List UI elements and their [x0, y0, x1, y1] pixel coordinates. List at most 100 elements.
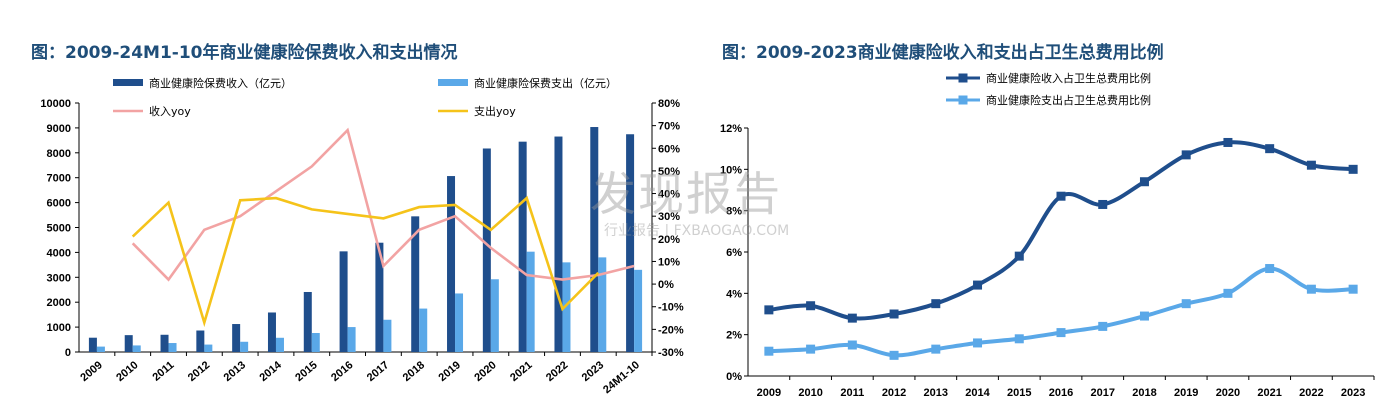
bar-expense	[96, 346, 105, 352]
point-expense-ratio	[1014, 334, 1024, 344]
bar-expense	[311, 333, 320, 352]
left-tick-label: 1000	[47, 322, 71, 334]
bar-income	[554, 136, 563, 352]
bar-expense	[419, 308, 428, 352]
left-tick-label: 10000	[40, 98, 71, 110]
bar-expense	[132, 345, 141, 352]
right-tick-label: 40%	[658, 189, 680, 201]
right-tick-label: 30%	[658, 211, 680, 223]
point-expense-ratio	[1223, 288, 1233, 298]
left-tick-label: 6000	[47, 198, 71, 210]
point-income-ratio	[889, 309, 899, 319]
bar-income	[124, 335, 133, 352]
point-income-ratio	[931, 299, 941, 309]
chart1-svg: 0 1000 2000 3000 4000 5000 6000 7000 8000 9000 100…	[40, 76, 684, 396]
y-tick-label: 8%	[726, 206, 742, 218]
point-expense-ratio	[847, 340, 857, 350]
y-tick-label: 0%	[726, 371, 742, 383]
bar-income	[375, 242, 384, 352]
y-tick-label: 12%	[720, 123, 742, 135]
bar-expense	[347, 327, 356, 352]
point-expense-ratio	[764, 346, 774, 356]
point-income-ratio	[1056, 191, 1066, 201]
right-tick-label: 10%	[658, 256, 680, 268]
legend-label: 商业健康险保费支出（亿元）	[474, 76, 617, 90]
legend-swatch	[438, 79, 468, 86]
line-income-yoy	[131, 127, 635, 282]
bar-income	[518, 141, 527, 352]
bar-income	[626, 134, 635, 352]
watermark-text: 发现报告	[590, 167, 782, 221]
bar-expense	[168, 343, 177, 352]
x-tick-label: 2013	[924, 387, 948, 399]
bar-expense	[634, 269, 643, 352]
right-tick-label: 0%	[658, 279, 674, 291]
point-income-ratio	[973, 280, 983, 290]
left-tick-label: 8000	[47, 148, 71, 160]
point-income-ratio	[1098, 199, 1108, 209]
legend-label: 收入yoy	[149, 104, 191, 118]
bar-income	[160, 334, 169, 352]
point-expense-ratio	[806, 344, 816, 354]
bar-income	[482, 148, 491, 352]
point-expense-ratio	[1348, 284, 1358, 294]
x-tick-label: 2019	[1174, 387, 1198, 399]
point-income-ratio	[1306, 160, 1316, 170]
point-expense-ratio	[1098, 321, 1108, 331]
legend-swatch	[113, 79, 143, 86]
bar-expense	[204, 344, 213, 352]
right-tick-label: -30%	[658, 347, 684, 359]
left-tick-label: 7000	[47, 173, 71, 185]
bar-expense	[240, 341, 249, 352]
right-tick-label: 80%	[658, 98, 680, 110]
bar-expense	[526, 251, 535, 352]
point-expense-ratio	[889, 350, 899, 360]
point-expense-ratio	[973, 338, 983, 348]
x-tick-label: 2009	[757, 387, 781, 399]
bar-expense	[562, 262, 571, 352]
bar-income	[590, 127, 599, 352]
point-income-ratio	[1265, 144, 1275, 154]
right-tick-label: 50%	[658, 166, 680, 178]
chart2-title: 图：2009-2023商业健康险收入和支出占卫生总费用比例	[722, 43, 1164, 63]
bar-income	[267, 312, 276, 352]
legend-marker	[958, 95, 968, 105]
x-tick-label: 2015	[1007, 387, 1031, 399]
line-expense-yoy	[131, 195, 600, 328]
line-income-ratio	[768, 140, 1354, 321]
point-expense-ratio	[1265, 264, 1275, 274]
y-tick-label: 6%	[726, 247, 742, 259]
point-income-ratio	[1181, 150, 1191, 160]
point-income-ratio	[1014, 251, 1024, 261]
bar-expense	[455, 293, 464, 352]
x-tick-label: 2016	[1049, 387, 1073, 399]
x-tick-label: 2021	[1257, 387, 1281, 399]
bar-income	[339, 251, 348, 352]
legend-marker	[958, 73, 968, 83]
chart1-title: 图：2009-24M1-10年商业健康险保费收入和支出情况	[31, 43, 458, 63]
bar-income	[411, 216, 420, 352]
x-tick-label: 2017	[1090, 387, 1114, 399]
legend-label: 商业健康险支出占卫生总费用比例	[986, 93, 1151, 107]
right-tick-label: 20%	[658, 234, 680, 246]
x-tick-label: 2020	[1216, 387, 1240, 399]
bar-income	[88, 337, 97, 352]
legend-label: 支出yoy	[474, 104, 516, 118]
x-tick-label: 2011	[840, 387, 864, 399]
right-tick-label: -20%	[658, 324, 684, 336]
x-tick-label: 2010	[798, 387, 822, 399]
right-tick-label: 60%	[658, 143, 680, 155]
point-expense-ratio	[1056, 328, 1066, 338]
x-tick-label: 2012	[882, 387, 906, 399]
point-income-ratio	[1223, 137, 1233, 147]
legend-label: 商业健康险保费收入（亿元）	[149, 76, 292, 90]
bar-expense	[275, 337, 284, 352]
y-tick-label: 4%	[726, 288, 742, 300]
bar-income	[447, 176, 456, 352]
x-tick-label: 2018	[1132, 387, 1156, 399]
right-tick-label: -10%	[658, 302, 684, 314]
right-tick-label: 70%	[658, 121, 680, 133]
bar-income	[196, 330, 205, 352]
point-income-ratio	[847, 313, 857, 323]
